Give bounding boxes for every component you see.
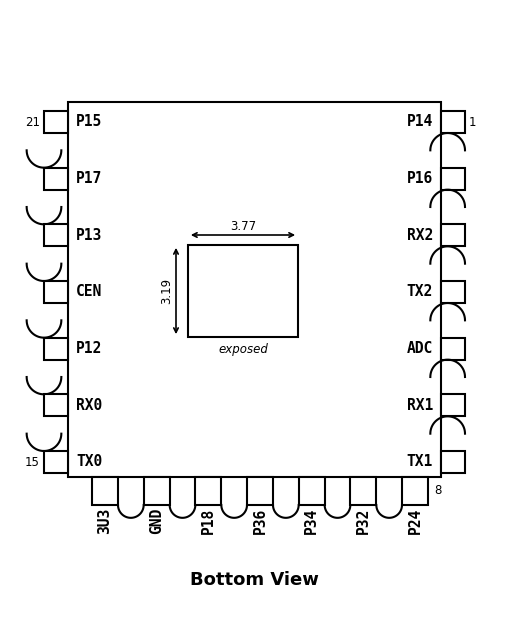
Bar bbox=[68, 102, 441, 477]
Text: P12: P12 bbox=[76, 341, 102, 356]
Text: TX2: TX2 bbox=[407, 284, 433, 300]
Bar bbox=[188, 245, 298, 337]
Text: P13: P13 bbox=[76, 228, 102, 243]
Bar bbox=[441, 394, 465, 416]
Text: 3.77: 3.77 bbox=[230, 220, 256, 233]
Text: 1: 1 bbox=[469, 116, 476, 128]
Text: P15: P15 bbox=[76, 114, 102, 130]
Bar bbox=[44, 281, 68, 303]
Text: P24: P24 bbox=[408, 508, 422, 534]
Bar bbox=[44, 111, 68, 133]
Bar bbox=[44, 451, 68, 473]
Text: TX0: TX0 bbox=[76, 454, 102, 470]
Text: P16: P16 bbox=[407, 171, 433, 186]
Text: CEN: CEN bbox=[76, 284, 102, 300]
Bar bbox=[441, 451, 465, 473]
Text: ADC: ADC bbox=[407, 341, 433, 356]
Text: P17: P17 bbox=[76, 171, 102, 186]
Bar bbox=[144, 477, 169, 505]
Text: P34: P34 bbox=[304, 508, 319, 534]
Text: GND: GND bbox=[149, 508, 164, 534]
Text: Bottom View: Bottom View bbox=[189, 571, 319, 589]
Bar bbox=[44, 394, 68, 416]
Text: P18: P18 bbox=[201, 508, 216, 534]
Text: TX1: TX1 bbox=[407, 454, 433, 470]
Bar bbox=[44, 167, 68, 190]
Text: P36: P36 bbox=[252, 508, 268, 534]
Bar bbox=[247, 477, 273, 505]
Bar bbox=[44, 224, 68, 246]
Bar bbox=[299, 477, 325, 505]
Text: 8: 8 bbox=[434, 485, 441, 497]
Text: 21: 21 bbox=[25, 116, 40, 128]
Bar bbox=[441, 224, 465, 246]
Bar bbox=[441, 337, 465, 360]
Text: exposed: exposed bbox=[218, 343, 268, 356]
Bar bbox=[92, 477, 118, 505]
Text: 15: 15 bbox=[25, 456, 40, 468]
Bar bbox=[441, 167, 465, 190]
Bar bbox=[441, 111, 465, 133]
Bar bbox=[44, 337, 68, 360]
Bar bbox=[402, 477, 428, 505]
Bar bbox=[441, 281, 465, 303]
Text: RX1: RX1 bbox=[407, 398, 433, 413]
Text: 3U3: 3U3 bbox=[98, 508, 112, 534]
Bar bbox=[195, 477, 221, 505]
Bar bbox=[350, 477, 376, 505]
Text: RX2: RX2 bbox=[407, 228, 433, 243]
Text: RX0: RX0 bbox=[76, 398, 102, 413]
Text: P32: P32 bbox=[356, 508, 371, 534]
Text: 3.19: 3.19 bbox=[160, 278, 173, 304]
Text: P14: P14 bbox=[407, 114, 433, 130]
